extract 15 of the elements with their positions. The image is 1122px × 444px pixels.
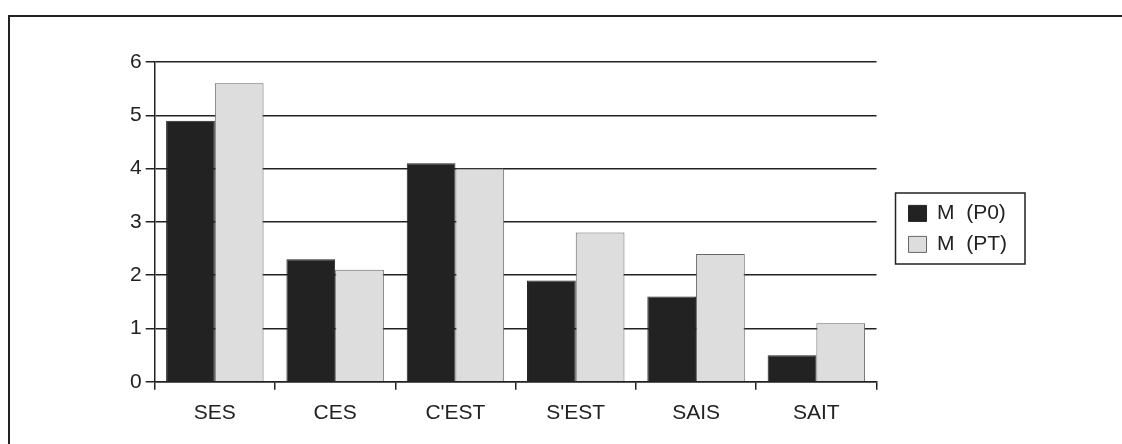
x-tick-label: C'EST xyxy=(425,400,486,424)
x-tick-label: SAIT xyxy=(793,400,840,424)
x-tick-label: CES xyxy=(313,400,357,424)
y-tick-label: 2 xyxy=(129,262,142,285)
legend-label: M (P0) xyxy=(937,200,1006,224)
x-tick-label: S'EST xyxy=(546,400,606,424)
y-tick-label: 1 xyxy=(129,315,142,339)
x-tick-label: SES xyxy=(193,400,236,424)
y-tick-label: 5 xyxy=(129,102,142,126)
y-tick-label: 6 xyxy=(129,48,142,72)
y-tick-label: 4 xyxy=(129,155,142,179)
x-tick-label: SAIS xyxy=(672,400,720,424)
y-tick-label: 0 xyxy=(129,368,142,392)
legend-label: M (PT) xyxy=(937,231,1007,255)
y-tick-label: 3 xyxy=(129,208,142,232)
